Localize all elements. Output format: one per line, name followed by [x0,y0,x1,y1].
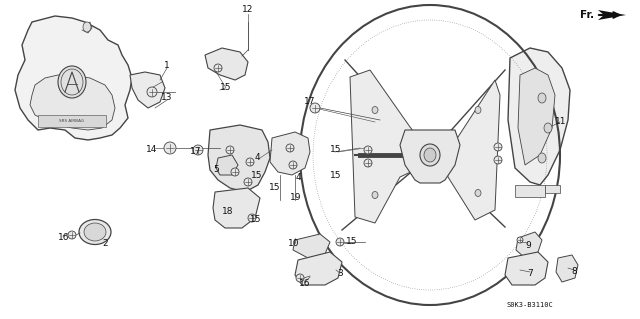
Ellipse shape [517,237,523,243]
Ellipse shape [424,148,436,162]
Text: Fr.: Fr. [580,10,594,20]
Polygon shape [505,252,548,285]
Ellipse shape [84,223,106,241]
Polygon shape [518,68,555,165]
Ellipse shape [248,214,256,222]
Ellipse shape [420,144,440,166]
Ellipse shape [79,219,111,244]
Text: S0K3-B3110C: S0K3-B3110C [507,302,554,308]
Polygon shape [350,70,418,223]
Polygon shape [556,255,578,282]
Text: 15: 15 [220,83,232,92]
Ellipse shape [310,103,320,113]
Text: 18: 18 [222,207,234,217]
Ellipse shape [538,93,546,103]
Ellipse shape [494,143,502,151]
Ellipse shape [372,191,378,198]
Text: 3: 3 [337,270,343,278]
Polygon shape [445,80,500,220]
Ellipse shape [494,156,502,164]
Polygon shape [213,188,260,228]
Ellipse shape [231,168,239,176]
Polygon shape [208,125,270,192]
Text: 16: 16 [58,233,70,241]
Ellipse shape [58,66,86,98]
Polygon shape [293,234,330,258]
Ellipse shape [147,87,157,97]
Bar [545,185,560,193]
Text: 13: 13 [161,93,173,102]
Ellipse shape [226,146,234,154]
Ellipse shape [286,144,294,152]
Text: 15: 15 [330,170,342,180]
Polygon shape [205,48,248,80]
Ellipse shape [296,274,304,282]
Bar [38,115,106,127]
Ellipse shape [336,238,344,246]
Text: 11: 11 [556,117,567,127]
Bar [515,185,545,197]
Text: SRS AIRBAG: SRS AIRBAG [60,119,84,123]
Text: 15: 15 [250,216,262,225]
Text: 17: 17 [304,98,316,107]
Text: 9: 9 [525,241,531,249]
Text: 15: 15 [269,183,281,192]
Polygon shape [270,132,310,175]
Text: 2: 2 [102,240,108,249]
Text: 5: 5 [213,166,219,174]
Ellipse shape [372,107,378,114]
Ellipse shape [246,158,254,166]
Ellipse shape [538,153,546,163]
Ellipse shape [244,178,252,186]
Text: 16: 16 [300,278,311,287]
Text: 15: 15 [330,145,342,154]
Polygon shape [295,252,342,285]
Polygon shape [516,232,542,258]
Text: 1: 1 [164,61,170,70]
Polygon shape [598,10,626,20]
Text: 15: 15 [346,238,358,247]
Text: 12: 12 [243,5,253,14]
Polygon shape [216,155,238,175]
Ellipse shape [68,231,76,239]
Ellipse shape [364,146,372,154]
Text: 4: 4 [295,173,301,182]
Text: 14: 14 [147,145,157,154]
Ellipse shape [164,142,176,154]
Ellipse shape [83,22,91,32]
Ellipse shape [364,159,372,167]
Ellipse shape [193,145,203,155]
Polygon shape [400,130,460,183]
Text: 17: 17 [190,147,202,157]
Ellipse shape [544,123,552,133]
Polygon shape [30,75,115,130]
Text: 4: 4 [254,152,260,161]
Text: 10: 10 [288,240,300,249]
Text: 7: 7 [527,270,533,278]
Polygon shape [130,72,165,108]
Text: 19: 19 [291,192,301,202]
Ellipse shape [214,64,222,72]
Text: 15: 15 [252,170,263,180]
Text: 8: 8 [571,268,577,277]
Ellipse shape [289,161,297,169]
Polygon shape [508,48,570,185]
Ellipse shape [475,107,481,114]
Polygon shape [15,16,132,140]
Ellipse shape [475,189,481,197]
